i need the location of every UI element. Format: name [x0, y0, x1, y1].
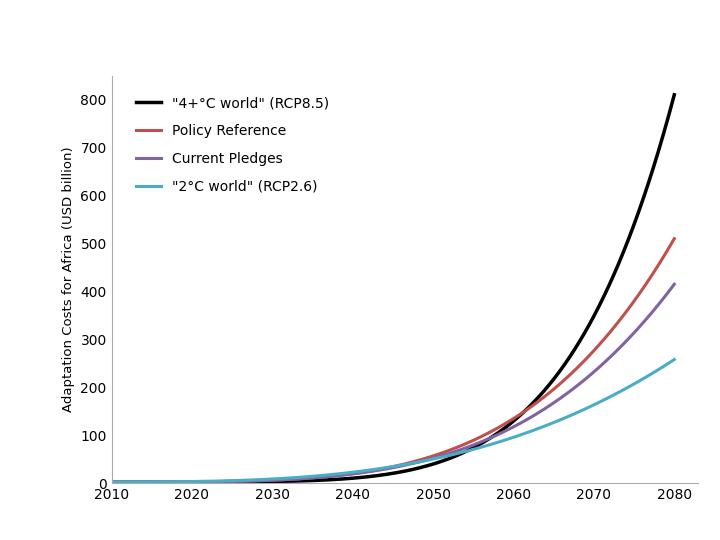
"4+°C world" (RCP8.5)	[534, 394, 543, 401]
Policy Reference	[107, 478, 116, 485]
Policy Reference	[466, 438, 474, 445]
"2°C world" (RCP2.6)	[670, 356, 679, 363]
Policy Reference	[534, 398, 543, 404]
Legend: "4+°C world" (RCP8.5), Policy Reference, Current Pledges, "2°C world" (RCP2.6): "4+°C world" (RCP8.5), Policy Reference,…	[130, 91, 335, 199]
Current Pledges	[107, 478, 116, 485]
"2°C world" (RCP2.6)	[434, 455, 443, 461]
"4+°C world" (RCP8.5)	[466, 446, 474, 453]
Policy Reference	[449, 446, 457, 452]
Line: Current Pledges: Current Pledges	[112, 284, 675, 482]
Policy Reference	[434, 451, 443, 457]
Line: "4+°C world" (RCP8.5): "4+°C world" (RCP8.5)	[112, 95, 675, 482]
Current Pledges	[592, 367, 600, 373]
"4+°C world" (RCP8.5)	[670, 92, 679, 98]
"4+°C world" (RCP8.5)	[592, 308, 600, 315]
"2°C world" (RCP2.6)	[107, 478, 116, 485]
Text: Les coûts d'adaptation estimés pour l'Afrique (PNUE): Les coûts d'adaptation estimés pour l'Af…	[9, 21, 636, 42]
Current Pledges	[449, 449, 457, 455]
"4+°C world" (RCP8.5)	[107, 478, 116, 485]
Current Pledges	[466, 443, 474, 449]
Policy Reference	[142, 478, 150, 485]
"4+°C world" (RCP8.5)	[449, 454, 457, 460]
Line: "2°C world" (RCP2.6): "2°C world" (RCP2.6)	[112, 360, 675, 482]
"4+°C world" (RCP8.5)	[434, 459, 443, 465]
"2°C world" (RCP2.6)	[466, 447, 474, 454]
Current Pledges	[670, 281, 679, 287]
Line: Policy Reference: Policy Reference	[112, 239, 675, 482]
Policy Reference	[592, 345, 600, 352]
Current Pledges	[534, 409, 543, 416]
Y-axis label: Adaptation Costs for Africa (USD billion): Adaptation Costs for Africa (USD billion…	[62, 147, 75, 412]
Current Pledges	[142, 478, 150, 485]
"2°C world" (RCP2.6)	[534, 426, 543, 432]
"2°C world" (RCP2.6)	[142, 478, 150, 485]
Current Pledges	[434, 454, 443, 460]
Policy Reference	[670, 235, 679, 242]
"4+°C world" (RCP8.5)	[142, 478, 150, 485]
"2°C world" (RCP2.6)	[592, 401, 600, 407]
"2°C world" (RCP2.6)	[449, 451, 457, 458]
